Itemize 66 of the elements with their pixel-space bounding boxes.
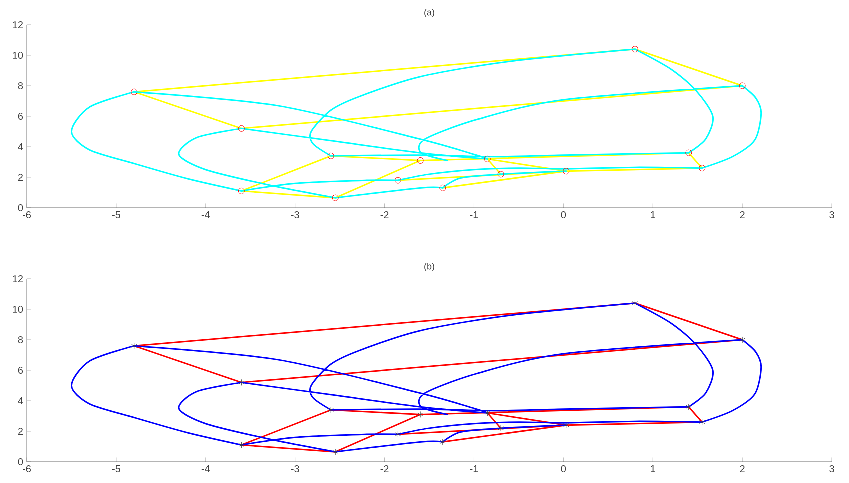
point: [238, 188, 245, 194]
y-tick-label: 4: [18, 398, 24, 404]
x-tick-label: -1: [470, 212, 478, 218]
y-tick-label: 4: [18, 144, 24, 150]
y-tick-label: 12: [13, 276, 23, 282]
y-tick-label: 0: [18, 458, 24, 466]
y-tick-label: 6: [18, 366, 24, 374]
y-tick-label: 8: [18, 82, 24, 90]
x-tick-label: -6: [23, 212, 32, 219]
point: [564, 422, 570, 429]
y-tick-label: 10: [13, 306, 24, 314]
point: [699, 419, 706, 426]
point: [498, 171, 504, 178]
point: [328, 152, 334, 160]
x-tick-label: 1: [651, 466, 656, 472]
y-tick-label: 2: [18, 174, 23, 181]
x-tick-label: -3: [291, 212, 300, 219]
chart-title: (b): [424, 263, 434, 272]
point: [686, 404, 692, 410]
point: [440, 184, 446, 192]
point: [740, 336, 746, 344]
point: [686, 150, 692, 156]
point: [394, 177, 402, 184]
y-tick-label: 0: [18, 204, 24, 212]
point: [699, 165, 706, 172]
point: [238, 379, 245, 386]
x-tick-label: -2: [380, 212, 389, 218]
x-tick-label: 2: [740, 466, 745, 472]
x-tick-label: -3: [291, 466, 300, 473]
point: [131, 342, 138, 350]
chart-title: (a): [424, 9, 434, 18]
point: [328, 406, 334, 414]
point: [238, 442, 245, 448]
point: [131, 88, 138, 96]
x-tick-label: -4: [202, 466, 210, 472]
point: [395, 431, 402, 438]
x-tick-label: 0: [561, 466, 566, 473]
x-tick-label: 2: [740, 212, 745, 218]
x-tick-label: 1: [651, 212, 656, 218]
y-tick-label: 12: [13, 22, 23, 28]
point: [632, 46, 638, 53]
point: [484, 156, 491, 162]
y-tick-label: 8: [18, 336, 24, 344]
x-tick-label: -2: [380, 466, 389, 472]
x-tick-label: -5: [112, 466, 120, 472]
point: [739, 82, 746, 90]
point: [440, 438, 446, 446]
point: [484, 410, 490, 416]
x-tick-label: 0: [561, 212, 566, 219]
x-tick-label: -4: [202, 212, 210, 218]
x-tick-label: -5: [112, 212, 120, 218]
point: [417, 157, 424, 164]
point: [563, 168, 570, 175]
x-tick-label: 3: [830, 466, 834, 473]
point: [498, 425, 504, 432]
point: [238, 125, 245, 132]
x-tick-label: -6: [23, 466, 32, 473]
point: [418, 411, 424, 418]
point: [632, 300, 638, 307]
x-tick-label: -1: [470, 466, 478, 472]
point: [332, 448, 338, 456]
x-tick-label: 3: [830, 212, 834, 219]
point: [332, 194, 339, 202]
y-tick-label: 2: [18, 428, 23, 435]
y-tick-label: 10: [13, 52, 24, 60]
y-tick-label: 6: [18, 112, 24, 120]
